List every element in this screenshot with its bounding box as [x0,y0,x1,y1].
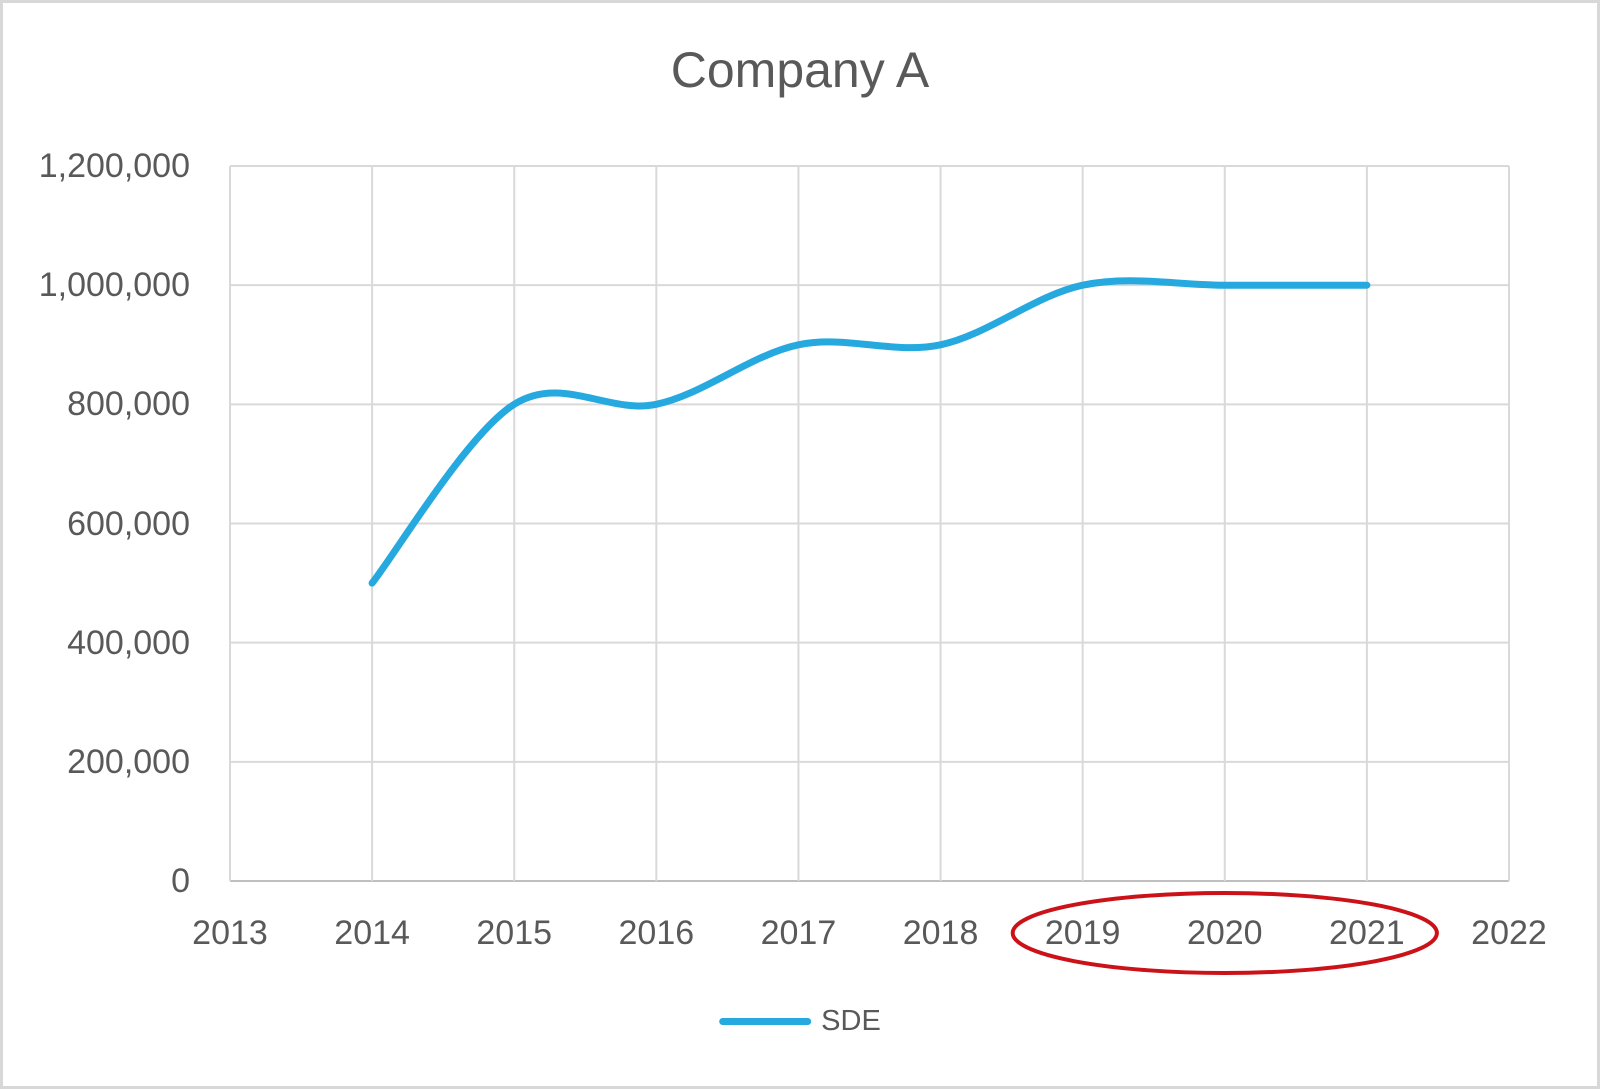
plot-area [229,165,1510,975]
x-tick-label: 2019 [1044,914,1121,952]
series-line-sde [368,277,1371,587]
x-tick-label: 2022 [1471,914,1547,952]
y-tick-label: 200,000 [67,742,190,781]
x-tick-label: 2015 [476,914,553,952]
x-tick-label: 2017 [760,914,837,952]
y-tick-label: 600,000 [67,504,190,543]
annotation-ellipse [1010,891,1439,975]
x-tick-label: 2014 [334,914,410,952]
x-tick-label: 2016 [618,914,695,952]
y-tick-label: 400,000 [67,623,190,662]
legend-series-label: SDE [821,1004,881,1037]
legend: SDE [719,1000,881,1042]
y-tick-label: 1,200,000 [38,147,190,185]
y-tick-label: 800,000 [67,385,190,424]
x-tick-label: 2013 [192,914,268,952]
y-tick-label: 0 [171,862,190,900]
x-tick-label: 2021 [1329,914,1405,952]
legend-line-swatch [719,1017,812,1025]
x-tick-label: 2018 [902,914,979,952]
y-tick-label: 1,000,000 [38,266,190,305]
chart-title: Company A [670,42,930,98]
x-tick-label: 2020 [1186,914,1263,952]
